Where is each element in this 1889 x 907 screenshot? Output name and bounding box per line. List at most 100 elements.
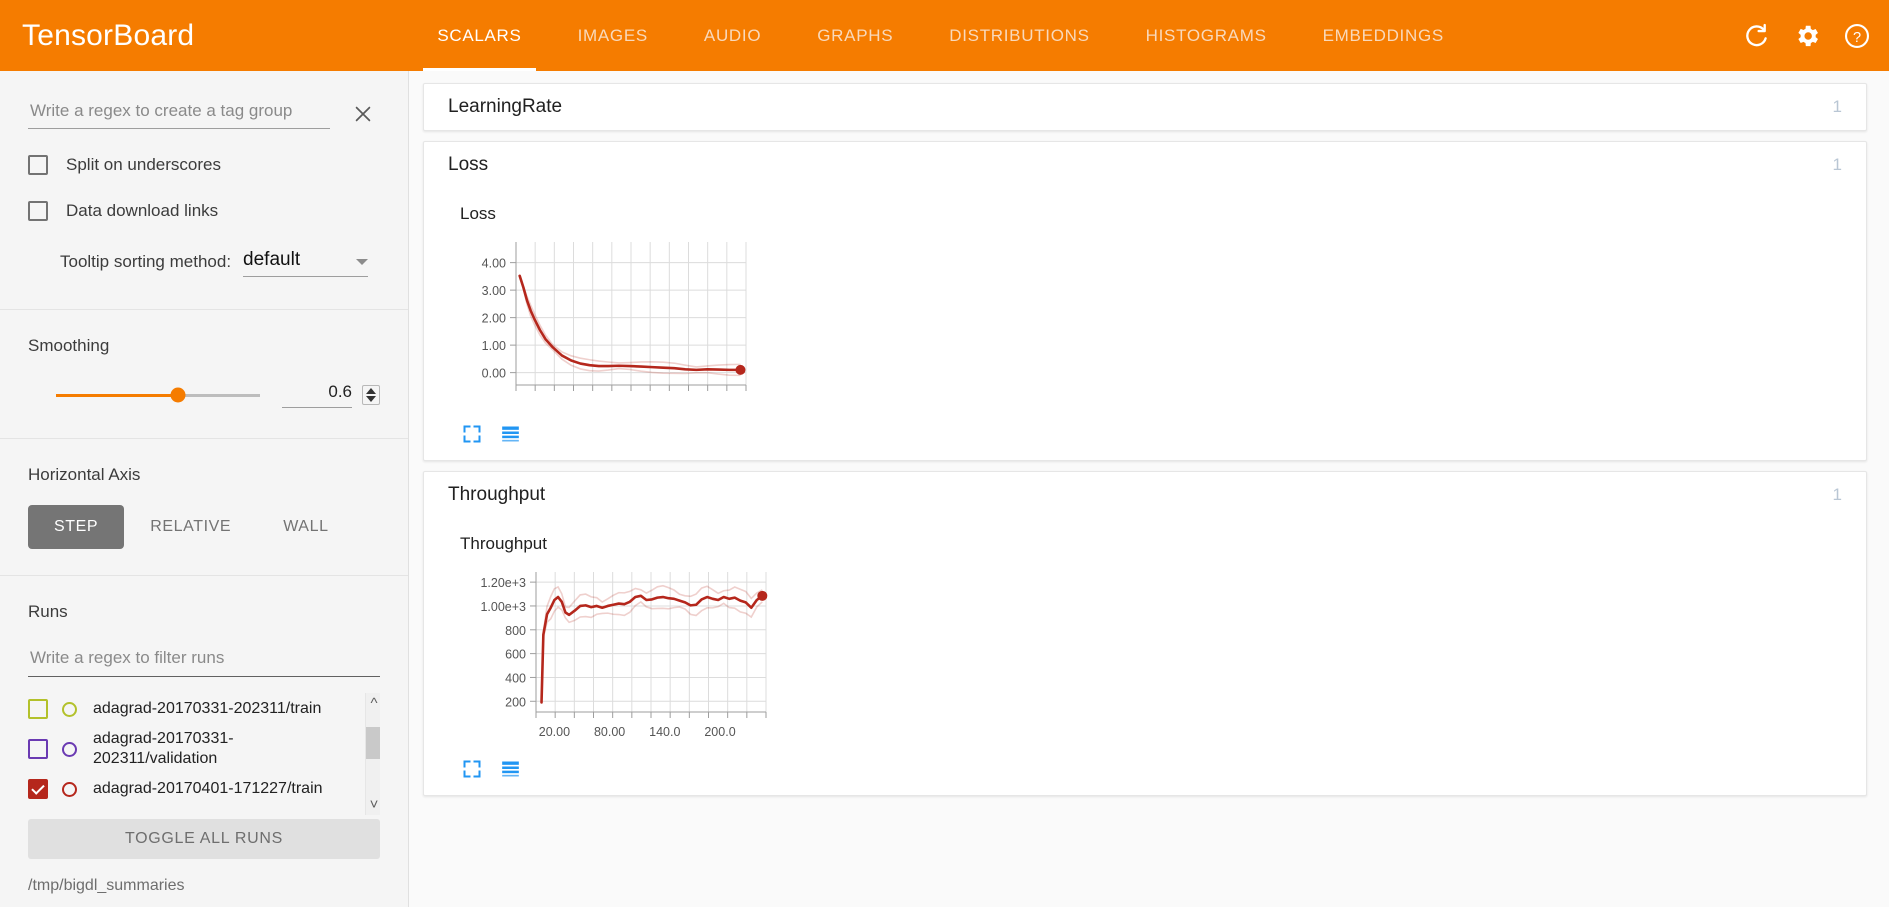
smoothing-value-box[interactable]: 0.6 (282, 382, 352, 408)
data-download-row[interactable]: Data download links (0, 201, 408, 221)
data-table-icon[interactable] (500, 424, 521, 444)
smoothing-slider[interactable] (56, 387, 260, 403)
tag-regex-input[interactable] (28, 97, 330, 129)
tab-embeddings-label: EMBEDDINGS (1322, 25, 1444, 45)
scroll-up-icon[interactable]: ^ (370, 695, 378, 712)
card-throughput: Throughput 1 Throughput 200 400 600 800 1.00… (423, 471, 1867, 796)
help-icon[interactable]: ? (1843, 22, 1871, 50)
tab-graphs-label: GRAPHS (817, 25, 894, 45)
tooltip-sorting-label: Tooltip sorting method: (60, 252, 232, 271)
expand-icon[interactable] (462, 424, 482, 444)
tab-distributions-label: DISTRIBUTIONS (949, 25, 1090, 45)
runs-filter-input[interactable] (28, 644, 380, 677)
app-brand: TensorBoard (22, 18, 195, 52)
split-underscores-checkbox[interactable] (28, 155, 48, 175)
svg-text:140.0: 140.0 (649, 725, 680, 739)
scrollbar-thumb[interactable] (366, 727, 380, 759)
card-body-loss: Loss 0.00 1.00 2.00 3.00 4.00 (424, 188, 1866, 460)
card-header-loss[interactable]: Loss 1 (424, 142, 1866, 188)
smoothing-stepper[interactable] (362, 385, 380, 405)
svg-text:3.00: 3.00 (482, 284, 506, 298)
axis-mode-step[interactable]: STEP (28, 505, 125, 549)
card-body-throughput: Throughput 200 400 600 800 1.00e+3 1.20e+3 20.… (424, 518, 1866, 795)
gear-icon[interactable] (1793, 22, 1821, 50)
card-title-learningrate: LearningRate (448, 96, 563, 117)
run-color-circle-0 (62, 701, 77, 717)
svg-text:20.00: 20.00 (539, 725, 570, 739)
main-content: LearningRate 1 Loss 1 Loss 0.00 1.00 2.00 3… (409, 71, 1889, 907)
tab-embeddings[interactable]: EMBEDDINGS (1295, 0, 1472, 71)
smoothing-value: 0.6 (328, 382, 352, 401)
split-underscores-label: Split on underscores (66, 155, 221, 174)
smoothing-slider-thumb[interactable] (170, 387, 186, 403)
smoothing-slider-fill (56, 393, 179, 397)
run-label-1: adagrad-20170331-202311/validation (93, 730, 234, 767)
svg-text:600: 600 (505, 648, 526, 662)
chart-tools-loss (448, 420, 1842, 446)
card-header-learningrate[interactable]: LearningRate 1 (424, 84, 1866, 130)
svg-text:800: 800 (505, 624, 526, 638)
expand-icon[interactable] (462, 759, 482, 779)
chart-tools-throughput (448, 755, 1842, 781)
main-nav-tabs: SCALARS IMAGES AUDIO GRAPHS DISTRIBUTION… (409, 0, 1472, 71)
toggle-all-runs-button[interactable]: TOGGLE ALL RUNS (28, 819, 380, 859)
svg-text:200.0: 200.0 (704, 725, 735, 739)
tab-scalars[interactable]: SCALARS (409, 0, 549, 71)
tab-distributions[interactable]: DISTRIBUTIONS (921, 0, 1117, 71)
tooltip-sorting-row: Tooltip sorting method: default (0, 249, 408, 277)
logdir-path: /tmp/bigdl_summaries (28, 877, 185, 894)
runs-scrollbar[interactable]: ^ ˅ (365, 693, 380, 815)
svg-text:4.00: 4.00 (482, 257, 506, 271)
chart-title-throughput: Throughput (460, 534, 547, 553)
tab-histograms[interactable]: HISTOGRAMS (1118, 0, 1295, 71)
card-title-throughput: Throughput (448, 484, 546, 505)
scroll-down-icon[interactable]: ˅ (369, 796, 379, 813)
axis-mode-wall[interactable]: WALL (283, 518, 329, 535)
run-checkbox-1[interactable] (28, 739, 48, 759)
svg-text:1.20e+3: 1.20e+3 (480, 576, 526, 590)
card-count-learningrate: 1 (1832, 97, 1842, 116)
chart-throughput[interactable]: 200 400 600 800 1.00e+3 1.20e+3 20.00 80.00 140.… (448, 560, 1842, 755)
svg-text:80.00: 80.00 (594, 725, 625, 739)
refresh-icon[interactable] (1743, 22, 1771, 50)
tooltip-sorting-select[interactable]: default (243, 249, 369, 277)
stepper-down-icon[interactable] (366, 396, 376, 402)
svg-text:1.00e+3: 1.00e+3 (480, 600, 526, 614)
run-checkbox-2[interactable] (28, 779, 48, 799)
runs-filter-row (0, 644, 408, 677)
run-label-2: adagrad-20170401-171227/train (93, 780, 323, 797)
clear-regex-button[interactable] (346, 97, 380, 131)
tab-audio-label: AUDIO (703, 25, 762, 45)
runs-list[interactable]: adagrad-20170331-202311/train adagrad-20… (28, 693, 380, 815)
tab-graphs[interactable]: GRAPHS (789, 0, 921, 71)
axis-mode-relative[interactable]: RELATIVE (150, 518, 232, 535)
svg-text:?: ? (1853, 29, 1861, 45)
tooltip-sorting-value: default (243, 249, 301, 270)
chart-svg-loss: 0.00 1.00 2.00 3.00 4.00 (482, 242, 747, 391)
stepper-up-icon[interactable] (366, 388, 376, 394)
card-count-throughput: 1 (1832, 485, 1842, 504)
run-color-circle-2 (62, 781, 77, 797)
card-count-loss: 1 (1832, 155, 1842, 174)
run-checkbox-0[interactable] (28, 699, 48, 719)
chart-loss[interactable]: 0.00 1.00 2.00 3.00 4.00 (448, 230, 1842, 420)
split-underscores-row[interactable]: Split on underscores (0, 155, 408, 175)
run-item-2[interactable]: adagrad-20170401-171227/train (28, 773, 380, 805)
app-header: TensorBoard SCALARS IMAGES AUDIO GRAPHS … (0, 0, 1889, 71)
tab-images-label: IMAGES (577, 25, 648, 45)
card-header-throughput[interactable]: Throughput 1 (424, 472, 1866, 518)
data-table-icon[interactable] (500, 759, 521, 779)
sidebar: Split on underscores Data download links… (0, 71, 409, 907)
svg-text:200: 200 (505, 695, 526, 709)
run-color-circle-1 (62, 741, 77, 757)
run-item-0[interactable]: adagrad-20170331-202311/train (28, 693, 380, 725)
data-download-checkbox[interactable] (28, 201, 48, 221)
horizontal-axis-heading: Horizontal Axis (28, 465, 141, 484)
svg-text:0.00: 0.00 (482, 367, 506, 381)
tab-audio[interactable]: AUDIO (676, 0, 789, 71)
tab-images[interactable]: IMAGES (550, 0, 676, 71)
data-download-label: Data download links (66, 201, 219, 220)
smoothing-heading: Smoothing (28, 336, 110, 355)
run-item-1[interactable]: adagrad-20170331-202311/validation (28, 725, 380, 773)
svg-text:1.00: 1.00 (482, 339, 506, 353)
